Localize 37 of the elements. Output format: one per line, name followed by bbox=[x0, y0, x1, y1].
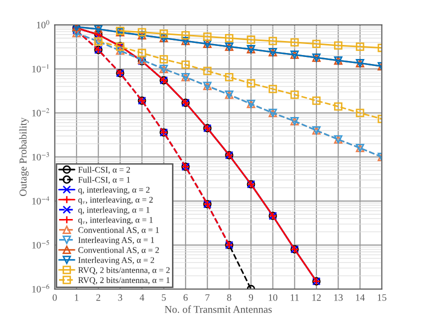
y-tick-label: 10$^{−5}$ bbox=[32, 240, 50, 248]
y-tick-label: 10$^{−4}$ bbox=[32, 196, 50, 204]
legend-label: q$_{v}$, interleaving, α = 1 bbox=[78, 216, 153, 225]
legend-label: Full-CSI, α = 1 bbox=[78, 176, 130, 184]
legend-label: Full-CSI, α = 2 bbox=[78, 166, 130, 174]
y-tick-label: 10$^{−2}$ bbox=[32, 108, 50, 116]
x-tick-label: 3 bbox=[118, 294, 122, 301]
legend-label: Conventional AS, α = 1 bbox=[78, 226, 159, 234]
x-tick-label: 11 bbox=[290, 294, 299, 301]
legend-label: Interleaving AS, α = 2 bbox=[78, 256, 154, 265]
x-tick-label: 4 bbox=[140, 294, 144, 301]
legend-label: Conventional AS, α = 2 bbox=[78, 246, 159, 254]
y-tick-label: 10$^{−1}$ bbox=[32, 64, 49, 72]
x-tick-label: 2 bbox=[96, 294, 100, 301]
legend-label: RVQ, 2 bits/antenna, α = 2 bbox=[78, 266, 170, 274]
x-tick-label: 10 bbox=[268, 294, 278, 301]
x-tick-label: 15 bbox=[378, 294, 386, 301]
y-axis-title: Outage Probability bbox=[19, 118, 29, 196]
legend-label: q, interleaving, α = 2 bbox=[78, 186, 150, 194]
y-tick-label: 10$^{−3}$ bbox=[32, 152, 49, 160]
x-axis-title: No. of Transmit Antennas bbox=[164, 305, 272, 313]
x-tick-label: 6 bbox=[184, 294, 188, 301]
x-tick-label: 9 bbox=[248, 294, 254, 301]
x-tick-label: 8 bbox=[227, 294, 232, 301]
legend-label: RVQ, 2 bits/antenna, α = 1 bbox=[78, 276, 170, 284]
legend-label: q, interleaving, α = 1 bbox=[78, 206, 150, 215]
x-tick-label: 0 bbox=[52, 294, 57, 301]
x-tick-label: 12 bbox=[312, 294, 321, 301]
legend-label: q$_{v}$, interleaving, α = 2 bbox=[78, 196, 153, 204]
x-tick-label: 5 bbox=[162, 294, 166, 301]
y-tick-label: 10$^{0}$ bbox=[37, 20, 50, 28]
legend-label: Interleaving AS, α = 1 bbox=[78, 236, 154, 245]
x-tick-label: 7 bbox=[206, 294, 210, 301]
y-tick-label: 10$^{−6}$ bbox=[32, 284, 50, 292]
x-tick-label: 14 bbox=[356, 294, 365, 301]
x-tick-label: 13 bbox=[334, 294, 343, 301]
x-tick-label: 1 bbox=[74, 294, 78, 301]
